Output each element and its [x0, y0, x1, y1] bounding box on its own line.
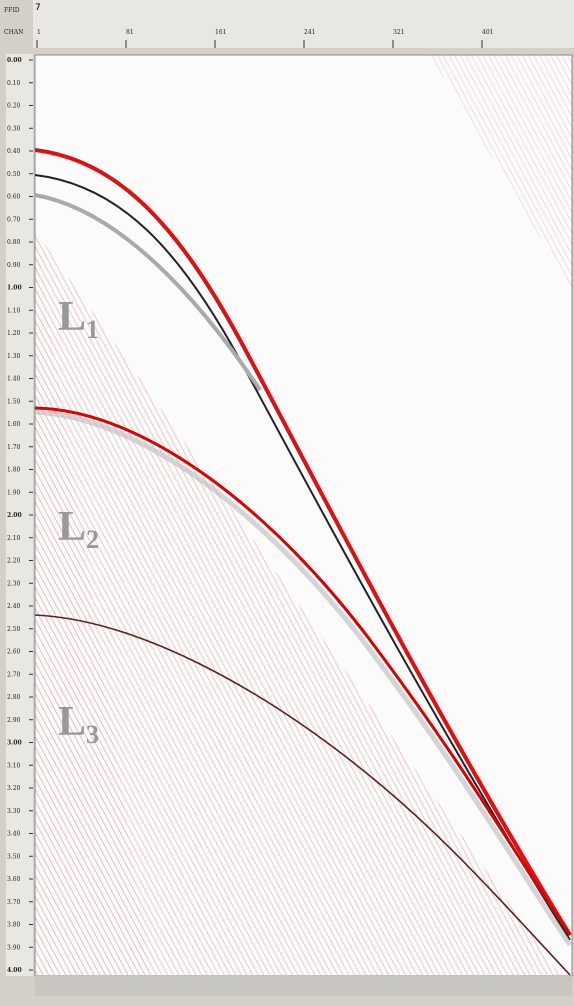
time-tick-label: 2.20	[7, 558, 21, 565]
time-tick-label: 0.70	[7, 216, 21, 223]
time-tick-label: 0.30	[7, 125, 21, 132]
time-tick-label: 1.20	[7, 330, 21, 337]
time-tick-label: 1.80	[7, 467, 21, 474]
time-tick-label: 4.00	[7, 967, 22, 974]
time-tick-label: 2.70	[7, 671, 21, 678]
time-tick-label: 1.50	[7, 398, 21, 405]
time-tick-label: 0.80	[7, 239, 21, 246]
time-tick-label: 3.60	[7, 876, 21, 883]
chan-tick-label: 1	[37, 29, 41, 36]
annotation-subscript: 1	[86, 315, 99, 344]
time-tick-label: 0.10	[7, 80, 21, 87]
time-tick-label: 3.70	[7, 899, 21, 906]
ffid-value: 7	[35, 3, 41, 13]
time-tick-label: 0.90	[7, 262, 21, 269]
time-tick-label: 1.00	[7, 285, 22, 292]
time-tick-label: 2.00	[7, 512, 22, 519]
time-tick-label: 1.40	[7, 376, 21, 383]
time-tick-label: 1.30	[7, 353, 21, 360]
time-tick-label: 2.30	[7, 580, 21, 587]
chan-tick-label: 401	[482, 29, 493, 36]
time-tick-label: 0.50	[7, 171, 21, 178]
chan-tick-label: 161	[215, 29, 226, 36]
time-tick-label: 3.50	[7, 853, 21, 860]
time-tick-label: 0.20	[7, 103, 21, 110]
annotation-letter: L	[58, 699, 86, 745]
time-tick-label: 2.50	[7, 626, 21, 633]
chan-tick-label: 241	[304, 29, 315, 36]
time-tick-label: 3.30	[7, 808, 21, 815]
time-tick-label: 2.60	[7, 649, 21, 656]
seismic-viewer: FFID 7 CHAN 1811612413214010.000.100.200…	[0, 0, 574, 1006]
time-tick-label: 0.60	[7, 194, 21, 201]
page: FFID 7 CHAN 1811612413214010.000.100.200…	[0, 0, 574, 1006]
time-tick-label: 0.40	[7, 148, 21, 155]
time-tick-label: 3.40	[7, 831, 21, 838]
time-tick-label: 3.80	[7, 922, 21, 929]
time-tick-label: 1.10	[7, 307, 21, 314]
chan-tick-label: 81	[126, 29, 134, 36]
time-tick-label: 1.60	[7, 421, 21, 428]
time-tick-label: 3.90	[7, 944, 21, 951]
annotation-subscript: 3	[86, 720, 99, 749]
time-tick-label: 1.70	[7, 444, 21, 451]
time-tick-label: 2.40	[7, 603, 21, 610]
time-tick-label: 3.20	[7, 785, 21, 792]
chan-label: CHAN	[4, 29, 23, 36]
time-tick-label: 2.10	[7, 535, 21, 542]
annotation-letter: L	[58, 294, 86, 340]
ffid-label: FFID	[4, 7, 20, 14]
chan-tick-label: 321	[393, 29, 404, 36]
time-tick-label: 3.10	[7, 762, 21, 769]
time-tick-label: 2.80	[7, 694, 21, 701]
time-tick-label: 0.00	[7, 57, 22, 64]
time-tick-label: 1.90	[7, 489, 21, 496]
time-tick-label: 3.00	[7, 740, 22, 747]
annotation-subscript: 2	[86, 525, 99, 554]
scroll-bar	[35, 976, 572, 996]
time-tick-label: 2.90	[7, 717, 21, 724]
annotation-letter: L	[58, 504, 86, 550]
